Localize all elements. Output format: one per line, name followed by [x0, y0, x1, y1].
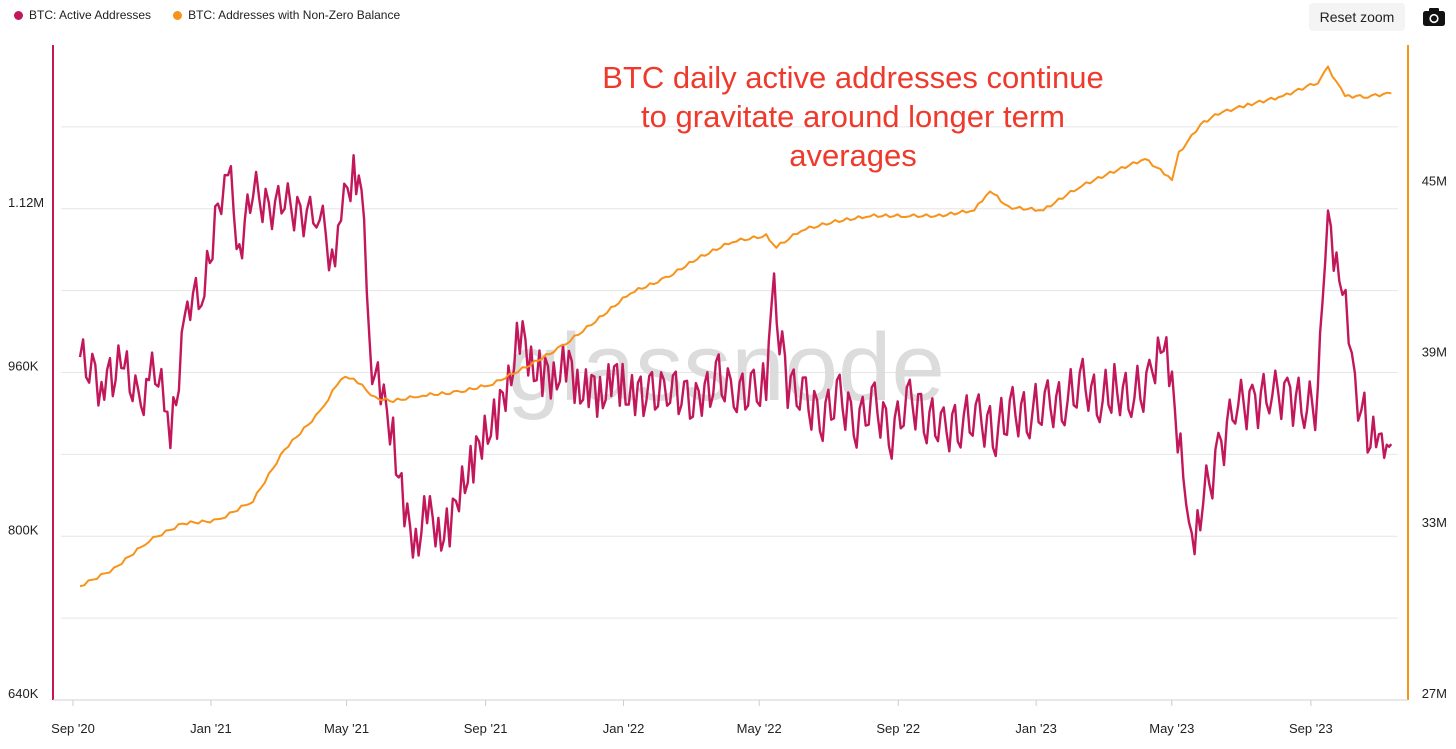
x-tick-label: Sep '21: [464, 721, 508, 736]
legend-label-active-addresses: BTC: Active Addresses: [29, 8, 152, 22]
series-lines: [78, 65, 1393, 588]
chart-legend: BTC: Active Addresses BTC: Addresses wit…: [14, 8, 400, 22]
annotation-line-3: averages: [789, 138, 917, 173]
tick-labels: 640K 800K 960K 1.12M 27M 33M 39M 45M Sep '20 Jan …: [8, 173, 1447, 736]
y-left-tick-label: 800K: [8, 522, 39, 537]
annotation-line-2: to gravitate around longer term: [641, 99, 1065, 134]
x-tick-label: Sep '23: [1289, 721, 1333, 736]
axes: [52, 45, 1409, 701]
x-tick-label: Sep '22: [876, 721, 920, 736]
x-tick-label: May '23: [1149, 721, 1194, 736]
non-zero-balance-line[interactable]: [79, 65, 1392, 588]
x-tick-label: Jan '23: [1015, 721, 1057, 736]
x-tick-label: May '22: [737, 721, 782, 736]
active-addresses-dot-icon: [14, 10, 23, 20]
y-right-tick-label: 33M: [1422, 515, 1447, 530]
x-tick-label: Sep '20: [51, 721, 95, 736]
x-tick-label: Jan '21: [190, 721, 232, 736]
x-tick-label: Jan '22: [603, 721, 645, 736]
active-addresses-line[interactable]: [78, 154, 1393, 559]
annotation-line-1: BTC daily active addresses continue: [602, 60, 1104, 95]
legend-item-non-zero-balance[interactable]: BTC: Addresses with Non-Zero Balance: [173, 8, 400, 22]
chart-annotation: BTC daily active addresses continue to g…: [560, 58, 1146, 175]
y-left-tick-label: 960K: [8, 359, 39, 374]
legend-item-active-addresses[interactable]: BTC: Active Addresses: [14, 8, 151, 22]
non-zero-balance-dot-icon: [173, 10, 183, 20]
y-left-tick-label: 1.12M: [8, 195, 44, 210]
y-right-tick-label: 39M: [1422, 344, 1447, 359]
legend-label-non-zero-balance: BTC: Addresses with Non-Zero Balance: [188, 8, 401, 22]
reset-zoom-button[interactable]: Reset zoom: [1309, 3, 1405, 31]
y-left-tick-label: 640K: [8, 686, 39, 701]
y-right-tick-label: 27M: [1422, 686, 1447, 701]
camera-icon[interactable]: [1422, 6, 1446, 28]
y-right-tick-label: 45M: [1422, 173, 1447, 188]
x-tick-label: May '21: [324, 721, 369, 736]
